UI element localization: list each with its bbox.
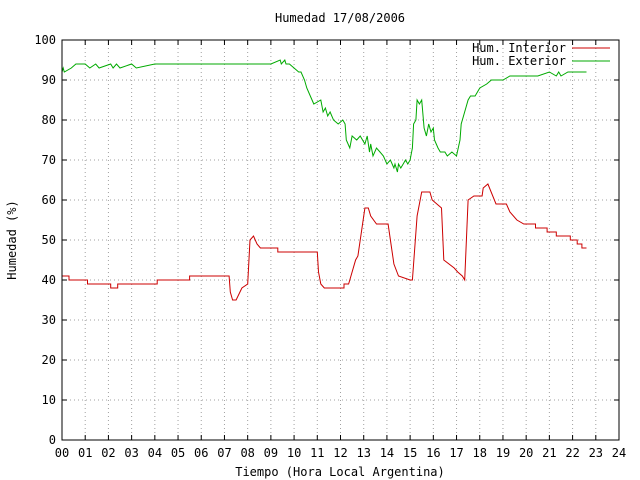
- y-tick-label: 10: [42, 393, 56, 407]
- x-tick-label: 08: [240, 446, 254, 460]
- x-tick-label: 15: [403, 446, 417, 460]
- axis-tick-labels: 00 01 02 03 04 05 06 07 08 09 10 11 12 13 14 15 16 17 18 19…: [34, 33, 626, 460]
- x-tick-label: 03: [124, 446, 138, 460]
- x-tick-label: 02: [101, 446, 115, 460]
- chart-title: Humedad 17/08/2006: [275, 11, 405, 25]
- x-tick-label: 16: [426, 446, 440, 460]
- y-tick-label: 50: [42, 233, 56, 247]
- x-tick-label: 12: [333, 446, 347, 460]
- series-lines: [61, 58, 587, 301]
- x-tick-label: 07: [217, 446, 231, 460]
- y-tick-label: 30: [42, 313, 56, 327]
- x-tick-label: 21: [542, 446, 556, 460]
- x-tick-label: 04: [148, 446, 162, 460]
- x-tick-label: 22: [565, 446, 579, 460]
- x-tick-label: 18: [473, 446, 487, 460]
- x-tick-label: 09: [264, 446, 278, 460]
- grid-lines: [62, 40, 619, 440]
- x-tick-label: 10: [287, 446, 301, 460]
- y-axis-label: Humedad (%): [5, 200, 19, 279]
- y-tick-label: 0: [49, 433, 56, 447]
- series-line-hum-interior: [62, 183, 587, 301]
- x-tick-label: 24: [612, 446, 626, 460]
- y-tick-label: 20: [42, 353, 56, 367]
- y-tick-label: 90: [42, 73, 56, 87]
- x-tick-label: 19: [496, 446, 510, 460]
- axis-ticks: [61, 39, 620, 441]
- legend-label-hum-exterior: Hum. Exterior: [472, 54, 566, 68]
- legend-label-hum-interior: Hum. Interior: [472, 41, 566, 55]
- x-tick-label: 23: [589, 446, 603, 460]
- y-tick-label: 80: [42, 113, 56, 127]
- y-tick-label: 100: [34, 33, 56, 47]
- x-tick-label: 00: [55, 446, 69, 460]
- x-tick-label: 13: [356, 446, 370, 460]
- x-tick-label: 11: [310, 446, 324, 460]
- x-tick-label: 01: [78, 446, 92, 460]
- x-tick-label: 20: [519, 446, 533, 460]
- x-tick-label: 06: [194, 446, 208, 460]
- x-tick-label: 14: [380, 446, 394, 460]
- y-tick-label: 60: [42, 193, 56, 207]
- y-tick-label: 40: [42, 273, 56, 287]
- x-tick-label: 05: [171, 446, 185, 460]
- x-tick-label: 17: [449, 446, 463, 460]
- y-tick-label: 70: [42, 153, 56, 167]
- series-line-hum-exterior: [61, 58, 587, 173]
- x-axis-label: Tiempo (Hora Local Argentina): [235, 465, 445, 479]
